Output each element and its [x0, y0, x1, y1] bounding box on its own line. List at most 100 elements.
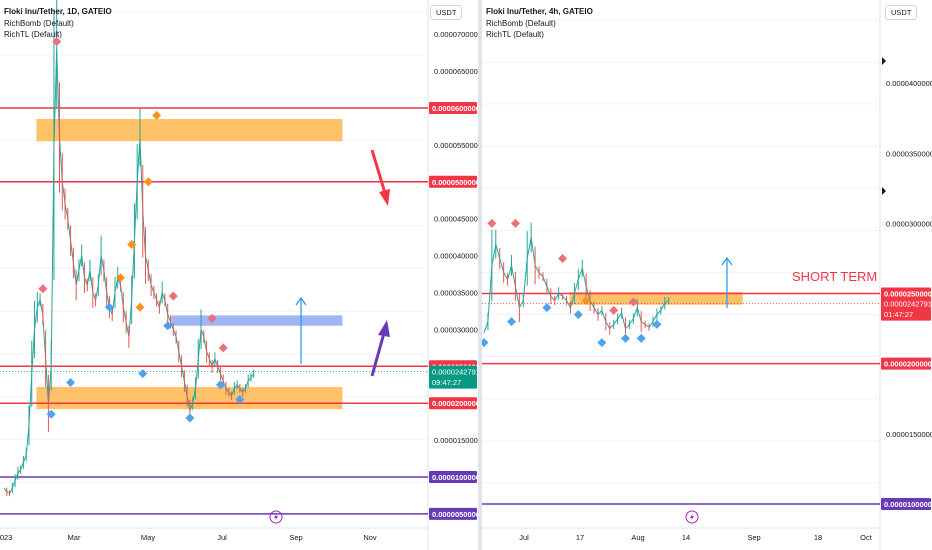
4h-last-price-label: 0.0000242791: [884, 300, 932, 309]
daily-y-tick-label: 0.0000150000: [434, 436, 478, 445]
4h-indicator-richbomb[interactable]: RichBomb (Default): [486, 18, 556, 28]
daily-level-label-bg-1: [429, 175, 477, 188]
daily-x-tick-label: May: [141, 533, 155, 542]
daily-bomb-marker-11: [168, 291, 178, 301]
4h-x-tick-label: Jul: [519, 533, 529, 542]
daily-bomb-marker-12: [163, 321, 173, 331]
daily-up-arrow-head: [378, 320, 390, 337]
daily-chart-title: Floki Inu/Tether, 1D, GATEIO: [4, 7, 112, 16]
daily-bomb-marker-14: [207, 313, 217, 323]
4h-scroll-right-icon-top[interactable]: [882, 57, 886, 65]
4h-bomb-marker-6: [573, 310, 583, 320]
daily-bomb-marker-16: [215, 380, 225, 390]
daily-bomb-marker-10: [152, 110, 162, 120]
daily-lightning-icon[interactable]: [269, 510, 283, 524]
4h-bomb-marker-10: [620, 333, 630, 343]
daily-countdown-label: 09:47:27: [432, 378, 461, 387]
4h-bomb-marker-2: [510, 218, 520, 228]
4h-unit-button[interactable]: USDT: [885, 5, 918, 20]
daily-x-tick-label: Sep: [289, 533, 302, 542]
daily-bomb-marker-2: [46, 409, 56, 419]
daily-bomb-marker-13: [185, 413, 195, 423]
4h-y-tick-label: 0.0000350000: [886, 149, 932, 158]
daily-y-tick-label: 0.0000350000: [434, 288, 478, 297]
daily-level-label-bg-5: [429, 507, 477, 520]
daily-indicator-richbomb[interactable]: RichBomb (Default): [4, 18, 74, 28]
daily-lightning-glyph: [274, 513, 278, 521]
daily-level-label: 0.0000500000: [432, 178, 478, 187]
4h-bomb-marker-11: [628, 297, 638, 307]
daily-y-tick-label: 0.0000700000: [434, 30, 478, 39]
daily-bomb-marker-4: [116, 273, 126, 283]
daily-bomb-marker-5: [104, 302, 114, 312]
daily-y-tick-label: 0.0000550000: [434, 141, 478, 150]
4h-short-term-annotation: SHORT TERM: [792, 269, 877, 284]
daily-level-label: 0.0000100000: [432, 473, 478, 482]
daily-up-arrow: [370, 332, 386, 377]
4h-x-tick-label: Sep: [747, 533, 760, 542]
4h-zone-0: [569, 292, 743, 305]
daily-bomb-marker-9: [143, 177, 153, 187]
daily-y-tick-label: 0.0000400000: [434, 252, 478, 261]
4h-chart-title: Floki Inu/Tether, 4h, GATEIO: [486, 7, 593, 16]
daily-x-tick-label: Nov: [363, 533, 377, 542]
daily-unit-button[interactable]: USDT: [430, 5, 463, 20]
4h-chart-canvas[interactable]: 0.0000400000 0.0000350000 0.0000300000 0.00…: [482, 0, 932, 550]
4h-bomb-marker-0: [487, 218, 497, 228]
daily-level-label: 0.0000600000: [432, 104, 478, 113]
4h-bomb-marker-1: [482, 338, 489, 348]
daily-level-label: 0.0000200000: [432, 399, 478, 408]
4h-y-tick-label: 0.0000300000: [886, 219, 932, 228]
4h-price-series: [483, 237, 669, 333]
4h-x-tick-label: 17: [576, 533, 584, 542]
daily-x-tick-label: 2023: [0, 533, 12, 542]
chart-panel-4h[interactable]: 0.0000400000 0.0000350000 0.0000300000 0.00…: [482, 0, 932, 550]
daily-level-label-bg-4: [429, 471, 477, 484]
daily-level-label: 0.0000050000: [432, 510, 478, 519]
daily-y-tick-label: 0.0000450000: [434, 215, 478, 224]
daily-y-tick-label: 0.0000650000: [434, 67, 478, 76]
4h-bomb-marker-7: [581, 296, 591, 306]
daily-down-arrow: [370, 149, 387, 194]
4h-y-tick-label: 0.0000150000: [886, 430, 932, 439]
4h-lightning-icon[interactable]: [685, 510, 699, 524]
daily-price-series: [3, 48, 255, 494]
daily-chart-legend: Floki Inu/Tether, 1D, GATEIO RichBomb (D…: [4, 6, 112, 41]
daily-last-price-label: 0.0000242791: [432, 368, 478, 377]
4h-bomb-marker-12: [636, 333, 646, 343]
daily-y-tick-label: 0.0000300000: [434, 325, 478, 334]
4h-level-label-bg-0: [881, 287, 931, 300]
4h-level-label: 0.0000100000: [884, 500, 932, 509]
4h-bomb-marker-3: [507, 317, 517, 327]
4h-x-tick-label: Oct: [860, 533, 873, 542]
daily-bomb-marker-17: [235, 395, 245, 405]
4h-lightning-glyph: [690, 513, 694, 521]
daily-zone-0: [36, 119, 343, 142]
daily-level-label-bg-0: [429, 101, 477, 114]
arrow-head: [721, 256, 733, 266]
panel-divider[interactable]: [478, 0, 482, 550]
4h-x-tick-label: 14: [682, 533, 690, 542]
daily-zone-2: [171, 315, 343, 326]
4h-level-label: 0.0000250000: [884, 290, 932, 299]
daily-indicator-richtl[interactable]: RichTL (Default): [4, 30, 62, 39]
daily-bomb-marker-3: [66, 378, 76, 388]
4h-x-tick-label: 18: [814, 533, 822, 542]
4h-level-label: 0.0000200000: [884, 360, 932, 369]
4h-bomb-marker-13: [652, 319, 662, 329]
daily-bomb-marker-15: [218, 343, 228, 353]
4h-scroll-right-icon[interactable]: [882, 187, 886, 195]
chart-panel-daily[interactable]: 0.0000700000 0.0000650000 0.0000550000 0.00…: [0, 0, 478, 550]
daily-x-tick-label: Mar: [68, 533, 81, 542]
daily-bomb-marker-0: [52, 37, 62, 47]
daily-bomb-marker-1: [38, 284, 48, 294]
daily-chart-canvas[interactable]: 0.0000700000 0.0000650000 0.0000550000 0.00…: [0, 0, 478, 550]
4h-bomb-marker-5: [558, 253, 568, 263]
daily-x-tick-label: Jul: [217, 533, 227, 542]
4h-countdown-label: 01:47:27: [884, 310, 913, 319]
4h-level-label-bg-2: [881, 497, 931, 510]
4h-bomb-marker-8: [597, 338, 607, 348]
4h-bomb-marker-9: [609, 305, 619, 315]
4h-y-tick-label: 0.0000400000: [886, 79, 932, 88]
4h-indicator-richtl[interactable]: RichTL (Default): [486, 30, 544, 39]
